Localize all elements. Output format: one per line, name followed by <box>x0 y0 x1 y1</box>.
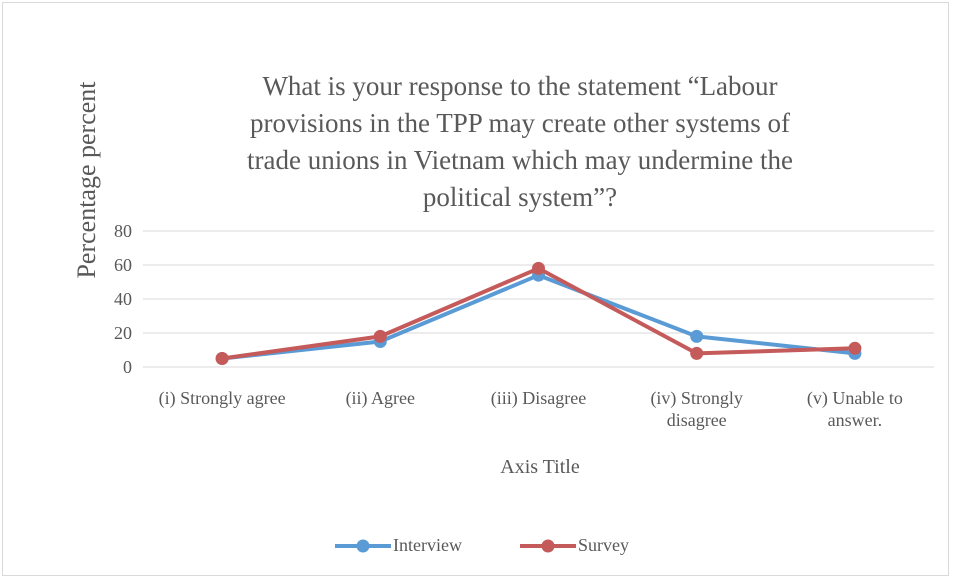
y-tick-label: 60 <box>114 255 132 275</box>
legend-label: Interview <box>393 535 462 555</box>
y-axis-title: Percentage percent <box>72 81 101 279</box>
series-marker <box>373 329 387 343</box>
series-marker <box>532 261 545 275</box>
x-tick-label: (iii) Disagree <box>490 388 587 408</box>
series-marker <box>848 341 862 355</box>
legend-marker <box>356 539 370 553</box>
legend-marker <box>541 539 555 553</box>
x-axis-title: Axis Title <box>500 456 580 478</box>
y-tick-label: 0 <box>123 357 132 377</box>
y-tick-label: 40 <box>114 289 132 309</box>
x-tick-label: (ii) Agree <box>345 388 416 408</box>
y-tick-label: 80 <box>114 221 132 241</box>
series-marker <box>215 352 229 365</box>
x-tick-label: (iv) Strongly disagree <box>650 388 743 430</box>
y-tick-label: 20 <box>114 323 132 343</box>
x-tick-label: (i) Strongly agree <box>158 388 286 408</box>
chart-title: What is your response to the statement “… <box>247 71 793 212</box>
series-marker <box>690 329 704 343</box>
x-tick-label: (v) Unable to answer. <box>806 388 903 430</box>
series-marker <box>690 346 704 360</box>
legend-label: Survey <box>578 535 629 555</box>
